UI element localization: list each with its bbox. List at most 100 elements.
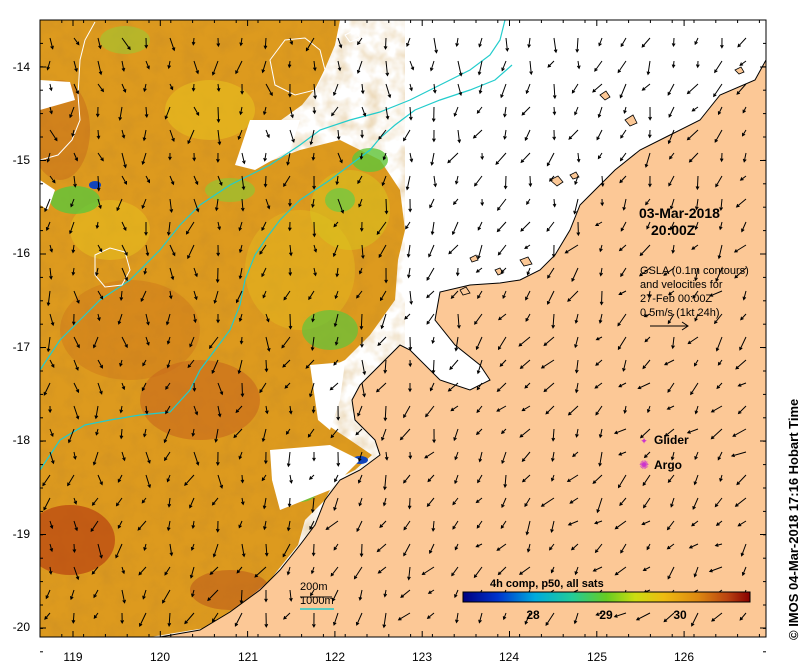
- velocity-arrow: [71, 612, 76, 624]
- velocity-arrow: [193, 405, 199, 416]
- velocity-arrow: [264, 359, 269, 373]
- velocity-arrow: [42, 474, 51, 487]
- velocity-arrow: [619, 497, 627, 506]
- velocity-arrow: [545, 405, 555, 415]
- velocity-arrow: [379, 520, 387, 529]
- velocity-arrow: [95, 106, 100, 118]
- velocity-arrow: [737, 405, 747, 415]
- gsla-line: GSLA (0.1m contours): [640, 265, 749, 277]
- velocity-arrow: [313, 267, 317, 277]
- velocity-arrow: [669, 221, 675, 231]
- velocity-arrow: [622, 198, 627, 211]
- velocity-arrow: [361, 359, 367, 376]
- velocity-arrow: [452, 198, 459, 206]
- velocity-arrow: [521, 451, 531, 463]
- velocity-arrow: [643, 451, 651, 459]
- velocity-arrow: [671, 244, 675, 254]
- velocity-arrow: [263, 520, 267, 531]
- velocity-arrow: [620, 37, 627, 48]
- velocity-arrow: [189, 497, 195, 509]
- velocity-arrow: [312, 175, 316, 190]
- velocity-arrow: [67, 428, 75, 444]
- velocity-arrow: [263, 175, 268, 188]
- velocity-arrow: [381, 175, 387, 187]
- velocity-arrow: [455, 37, 459, 48]
- velocity-arrow: [95, 221, 100, 230]
- velocity-arrow: [576, 60, 581, 70]
- velocity-arrow: [664, 428, 675, 437]
- velocity-arrow: [618, 290, 627, 295]
- velocity-arrow: [337, 152, 343, 164]
- velocity-arrow: [622, 359, 627, 372]
- velocity-arrow: [185, 221, 195, 235]
- velocity-arrow: [216, 152, 220, 163]
- velocity-arrow: [265, 198, 271, 210]
- islands: [459, 66, 745, 296]
- velocity-arrow: [688, 152, 699, 163]
- velocity-arrow: [623, 106, 627, 115]
- velocity-arrow: [97, 382, 103, 395]
- velocity-arrow: [433, 175, 438, 188]
- velocity-arrow: [457, 83, 463, 97]
- velocity-arrow: [45, 221, 51, 232]
- velocity-arrow: [383, 37, 388, 50]
- velocity-arrow: [169, 198, 174, 214]
- velocity-arrow: [618, 451, 627, 456]
- velocity-arrow: [240, 83, 244, 95]
- velocity-arrow: [403, 474, 411, 484]
- velocity-arrow: [647, 290, 652, 298]
- velocity-arrow: [141, 198, 147, 209]
- velocity-arrow: [528, 175, 533, 188]
- velocity-arrow: [191, 520, 196, 530]
- velocity-arrow: [546, 221, 555, 232]
- velocity-arrow: [49, 129, 58, 142]
- velocity-arrow: [190, 543, 195, 551]
- velocity-arrow: [714, 129, 723, 143]
- velocity-arrow: [282, 359, 291, 368]
- velocity-arrow: [259, 382, 267, 394]
- velocity-arrow: [503, 175, 508, 190]
- velocity-arrow: [477, 290, 483, 299]
- velocity-arrow: [409, 290, 413, 305]
- y-tick-label: -20: [12, 620, 30, 634]
- velocity-arrow: [688, 543, 699, 549]
- velocity-arrow: [288, 267, 293, 277]
- velocity-arrow: [384, 198, 389, 215]
- velocity-arrow: [119, 359, 123, 368]
- velocity-arrow: [69, 106, 75, 119]
- x-tick-label: 125: [586, 650, 608, 664]
- velocity-arrow: [115, 497, 123, 507]
- velocity-arrow: [359, 152, 364, 161]
- velocity-arrow: [43, 497, 51, 511]
- velocity-arrow: [49, 520, 54, 530]
- velocity-arrow: [715, 336, 723, 352]
- velocity-arrow: [397, 612, 411, 621]
- velocity-arrow: [477, 474, 483, 484]
- velocity-arrow: [526, 198, 531, 205]
- velocity-arrow: [193, 175, 199, 186]
- velocity-arrow: [473, 566, 483, 579]
- x-tick-label: 122: [324, 650, 346, 664]
- velocity-arrow: [191, 589, 195, 598]
- velocity-arrow: [574, 336, 579, 349]
- velocity-arrow: [141, 382, 147, 392]
- velocity-arrow: [454, 589, 459, 599]
- velocity-arrow: [525, 313, 531, 322]
- velocity-arrow: [383, 474, 387, 491]
- velocity-arrow: [639, 428, 651, 439]
- velocity-arrow: [500, 267, 507, 274]
- cloud-gap: [270, 445, 360, 510]
- velocity-arrow: [574, 175, 579, 186]
- velocity-arrow: [597, 152, 603, 160]
- velocity-arrow: [73, 175, 77, 188]
- velocity-arrow: [735, 198, 747, 208]
- velocity-arrow: [478, 37, 483, 48]
- velocity-arrow: [117, 474, 123, 483]
- velocity-arrow: [46, 290, 51, 307]
- velocity-arrow: [325, 520, 339, 531]
- x-tick-label: 123: [411, 650, 433, 664]
- velocity-arrow: [457, 129, 462, 144]
- velocity-arrow: [499, 359, 507, 367]
- velocity-arrow: [96, 129, 101, 140]
- velocity-arrow: [637, 382, 651, 390]
